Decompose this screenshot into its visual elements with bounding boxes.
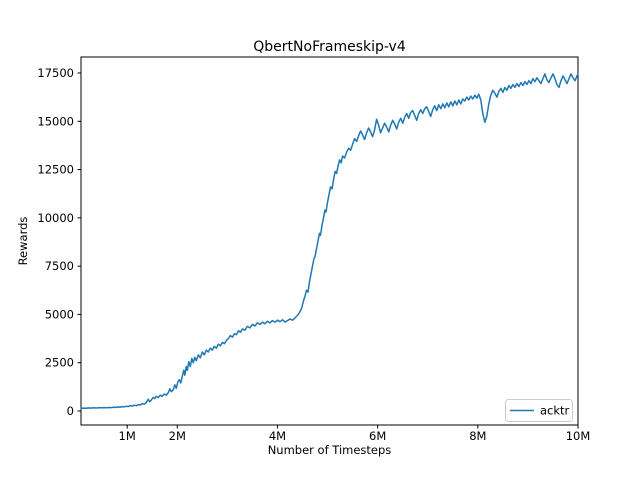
x-tick-label: 10M	[566, 429, 591, 443]
plot-frame	[80, 56, 579, 426]
y-tick-label: 2500	[45, 356, 74, 370]
y-tick-label: 0	[67, 404, 74, 418]
y-tick-label: 7500	[45, 259, 74, 273]
legend-entry-label: acktr	[540, 404, 570, 418]
legend[interactable]: acktr	[505, 399, 573, 422]
legend-box	[505, 399, 573, 422]
chart-title: QbertNoFrameskip-v4	[253, 39, 406, 55]
y-tick-label: 17500	[37, 66, 74, 80]
y-axis-label: Rewards	[16, 217, 30, 266]
x-tick-label: 4M	[269, 429, 286, 443]
x-axis-label: Number of Timesteps	[268, 443, 392, 457]
x-tick-label: 8M	[469, 429, 486, 443]
y-tick-label: 5000	[45, 307, 74, 321]
x-tick-label: 6M	[369, 429, 386, 443]
axes-ticks: 1M 2M 4M 6M 8M 10M 0 2500 5000 7500 10000 12500 1500…	[37, 66, 590, 443]
y-tick-label: 10000	[37, 211, 74, 225]
series-line-acktr	[80, 73, 579, 410]
y-tick-label: 15000	[37, 114, 74, 128]
x-tick-label: 1M	[119, 429, 136, 443]
y-tick-label: 12500	[37, 163, 74, 177]
x-tick-label: 2M	[169, 429, 186, 443]
